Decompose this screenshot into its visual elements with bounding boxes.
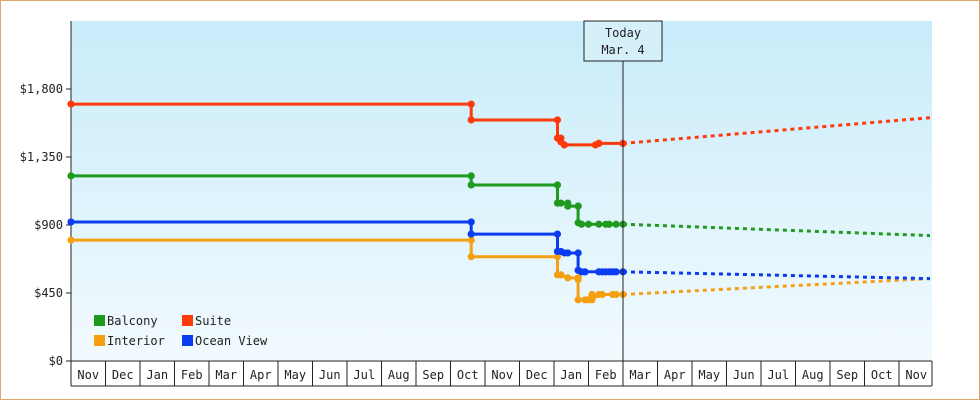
data-point-interior: [588, 290, 596, 299]
data-point-ocean-view: [581, 268, 589, 276]
data-point-balcony: [578, 220, 586, 228]
x-tick-label: Jun: [733, 368, 755, 382]
data-point-interior: [598, 290, 606, 299]
plot-area: [71, 21, 932, 361]
series-balcony: [67, 172, 931, 238]
data-point-interior: [467, 236, 475, 244]
x-tick-label: May: [698, 368, 720, 382]
legend-swatch-suite: [182, 315, 193, 326]
series-ocean-view: [67, 218, 931, 281]
data-point-balcony: [584, 220, 593, 228]
data-point-suite: [553, 116, 562, 124]
x-tick-label: Nov: [905, 368, 927, 382]
x-tick-label: Oct: [457, 368, 479, 382]
x-tick-label: Sep: [422, 368, 444, 382]
x-tick-label: Feb: [181, 368, 203, 382]
data-point-balcony: [612, 220, 620, 228]
legend-swatch-ocean-view: [182, 335, 193, 346]
data-point-interior: [588, 296, 596, 304]
x-tick-label: Dec: [526, 368, 548, 382]
y-tick-label: $0: [49, 354, 63, 368]
data-point-interior: [574, 296, 582, 304]
data-point-balcony: [605, 220, 613, 228]
x-tick-label: Apr: [664, 368, 686, 382]
data-point-suite: [467, 100, 475, 108]
data-point-ocean-view: [564, 249, 572, 257]
data-point-interior: [467, 253, 475, 261]
y-tick-label: $450: [34, 286, 63, 300]
x-tick-label: Oct: [871, 368, 893, 382]
x-tick-label: Mar: [215, 368, 237, 382]
x-tick-label: May: [284, 368, 306, 382]
forecast-line-interior: [622, 277, 931, 296]
data-point-balcony: [564, 202, 572, 210]
legend-label-suite: Suite: [195, 314, 231, 328]
legend-label-balcony: Balcony: [107, 314, 158, 328]
x-tick-label: Jan: [560, 368, 582, 382]
legend-label-ocean-view: Ocean View: [195, 334, 268, 348]
data-point-balcony: [467, 181, 475, 189]
x-tick-label: Dec: [112, 368, 134, 382]
forecast-line-suite: [622, 116, 931, 145]
data-point-ocean-view: [553, 230, 562, 238]
x-tick-label: Jul: [767, 368, 789, 382]
data-point-balcony: [574, 202, 582, 210]
data-point-balcony: [467, 172, 475, 180]
data-point-interior: [67, 236, 75, 244]
y-tick-label: $1,800: [20, 82, 63, 96]
forecast-line-balcony: [622, 222, 931, 238]
x-tick-label: Nov: [491, 368, 513, 382]
today-label: Today: [605, 26, 641, 40]
legend: Balcony Suite Interior Ocean View: [94, 314, 268, 348]
data-point-balcony: [595, 220, 603, 228]
data-point-ocean-view: [67, 218, 75, 226]
x-tick-label: Jun: [319, 368, 341, 382]
y-tick-label: $900: [34, 218, 63, 232]
legend-swatch-interior: [94, 335, 105, 346]
data-point-interior: [553, 253, 562, 261]
x-tick-label: Jul: [353, 368, 375, 382]
data-point-interior: [557, 271, 565, 279]
x-tick-label: Nov: [77, 368, 99, 382]
legend-label-interior: Interior: [107, 334, 165, 348]
data-point-balcony: [67, 172, 75, 180]
data-point-ocean-view: [467, 230, 475, 238]
x-tick-label: Apr: [250, 368, 272, 382]
today-box: [583, 20, 663, 62]
x-tick-label: Aug: [388, 368, 410, 382]
data-point-interior: [564, 274, 572, 282]
data-point-balcony: [557, 199, 565, 207]
forecast-line-ocean-view: [622, 270, 931, 281]
x-tick-label: Mar: [629, 368, 651, 382]
legend-swatch-balcony: [94, 315, 105, 326]
data-point-ocean-view: [467, 218, 475, 226]
data-point-balcony: [553, 181, 562, 189]
y-axis: $0 $450 $900 $1,350 $1,800: [20, 21, 72, 368]
x-axis: Nov Dec Jan Feb Mar Apr May Jun Jul Aug Sep Oct Nov D…: [70, 360, 933, 387]
series-layer: [67, 100, 931, 304]
x-tick-label: Jan: [146, 368, 168, 382]
data-point-suite: [467, 116, 475, 124]
data-point-suite: [67, 100, 75, 108]
data-point-interior: [612, 290, 620, 299]
x-tick-label: Feb: [595, 368, 617, 382]
data-point-ocean-view: [612, 268, 620, 276]
series-suite: [67, 100, 931, 149]
x-tick-label: Sep: [836, 368, 858, 382]
today-marker: Today Mar. 4: [583, 20, 663, 361]
data-point-ocean-view: [574, 249, 582, 257]
series-interior: [67, 236, 931, 304]
y-tick-label: $1,350: [20, 150, 63, 164]
today-date: Mar. 4: [601, 43, 644, 57]
data-point-suite: [560, 141, 568, 149]
data-point-suite: [595, 139, 603, 147]
x-tick-label: Aug: [802, 368, 824, 382]
data-point-interior: [574, 275, 582, 283]
